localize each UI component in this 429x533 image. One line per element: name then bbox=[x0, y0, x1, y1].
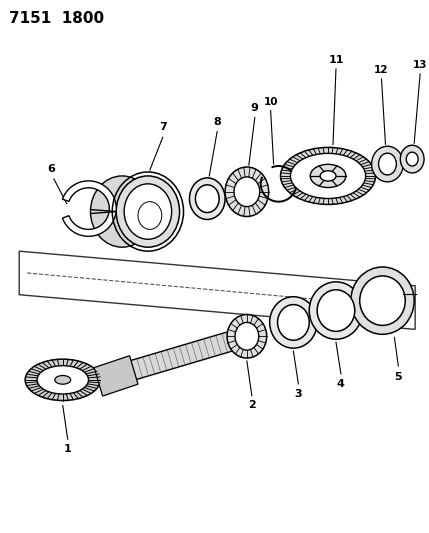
Ellipse shape bbox=[270, 297, 317, 348]
Text: 11: 11 bbox=[328, 55, 344, 65]
Text: 4: 4 bbox=[337, 379, 345, 389]
Text: 7: 7 bbox=[159, 123, 166, 132]
Ellipse shape bbox=[190, 178, 225, 220]
Text: 6: 6 bbox=[47, 164, 55, 174]
Ellipse shape bbox=[360, 276, 405, 326]
Ellipse shape bbox=[25, 359, 100, 400]
Text: 13: 13 bbox=[413, 60, 427, 70]
Ellipse shape bbox=[320, 171, 336, 181]
Ellipse shape bbox=[37, 366, 88, 394]
Ellipse shape bbox=[378, 153, 396, 175]
Text: 5: 5 bbox=[395, 372, 402, 382]
Ellipse shape bbox=[124, 184, 172, 239]
Ellipse shape bbox=[225, 167, 269, 216]
Text: 8: 8 bbox=[213, 117, 221, 127]
Polygon shape bbox=[63, 181, 116, 236]
Text: 12: 12 bbox=[374, 65, 389, 75]
Text: 10: 10 bbox=[263, 96, 278, 107]
Polygon shape bbox=[94, 356, 138, 396]
Ellipse shape bbox=[55, 375, 71, 384]
Ellipse shape bbox=[406, 152, 418, 166]
Ellipse shape bbox=[281, 148, 375, 205]
Ellipse shape bbox=[290, 154, 366, 198]
Ellipse shape bbox=[234, 177, 260, 207]
Text: 1: 1 bbox=[64, 444, 72, 454]
Ellipse shape bbox=[310, 164, 346, 188]
Ellipse shape bbox=[278, 305, 309, 340]
Ellipse shape bbox=[309, 282, 363, 340]
Text: 7151  1800: 7151 1800 bbox=[9, 11, 104, 26]
Ellipse shape bbox=[116, 176, 180, 247]
Ellipse shape bbox=[400, 145, 424, 173]
Text: 9: 9 bbox=[251, 102, 259, 112]
Ellipse shape bbox=[351, 267, 414, 334]
Ellipse shape bbox=[317, 290, 355, 332]
Ellipse shape bbox=[195, 185, 219, 213]
Text: 2: 2 bbox=[248, 400, 256, 410]
Text: 3: 3 bbox=[295, 389, 302, 399]
Ellipse shape bbox=[227, 314, 267, 358]
Ellipse shape bbox=[235, 322, 259, 350]
Ellipse shape bbox=[372, 146, 403, 182]
Ellipse shape bbox=[91, 176, 154, 247]
Polygon shape bbox=[97, 331, 237, 389]
